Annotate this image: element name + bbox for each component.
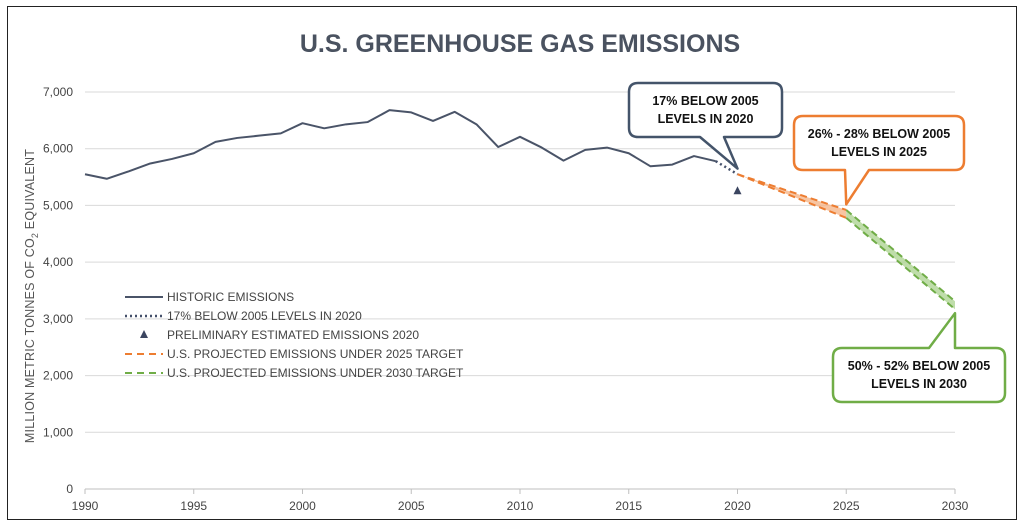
data-lines (84, 109, 742, 195)
x-tick-label: 2020 (724, 499, 751, 513)
callout-text: LEVELS IN 2020 (658, 112, 754, 126)
axes: 0 1,000 2,000 3,000 4,000 5,000 6,000 7,000 1990… (43, 85, 969, 513)
y-axis-label: MILLION METRIC TONNES OF CO2 EQUIVALENT (23, 149, 40, 443)
y-tick-label: 7,000 (43, 85, 73, 99)
x-tick-label: 2015 (615, 499, 642, 513)
y-tick-label: 2,000 (43, 369, 73, 383)
target-2020-dotted-line (715, 160, 739, 176)
chart-title: U.S. GREENHOUSE GAS EMISSIONS (300, 30, 740, 58)
x-tick-label: 2030 (942, 499, 969, 513)
band-2030-target-lower-line (845, 217, 956, 310)
preliminary-2020-marker (733, 186, 742, 195)
y-axis-label-main: MILLION METRIC TONNES OF CO (23, 238, 37, 443)
x-tick-label: 2025 (833, 499, 860, 513)
x-tick-label: 2005 (398, 499, 425, 513)
y-tick-label: 6,000 (43, 142, 73, 156)
band-2030-target-fill (846, 209, 955, 310)
gridlines (85, 91, 955, 433)
x-tick-label: 2010 (507, 499, 534, 513)
y-axis-label-tail: EQUIVALENT (23, 149, 37, 233)
y-tick-label: 3,000 (43, 312, 73, 326)
legend-label: HISTORIC EMISSIONS (167, 290, 294, 304)
legend-label: U.S. PROJECTED EMISSIONS UNDER 2030 TARG… (167, 366, 464, 380)
x-tick-label: 2000 (289, 499, 316, 513)
legend: HISTORIC EMISSIONS 17% BELOW 2005 LEVELS … (125, 290, 464, 380)
legend-label: 17% BELOW 2005 LEVELS IN 2020 (167, 309, 362, 323)
band-2025-target-upper-line (737, 173, 847, 211)
y-tick-label: 0 (66, 482, 73, 496)
x-tick-label: 1995 (180, 499, 207, 513)
y-tick-label: 5,000 (43, 198, 73, 212)
y-tick-label: 4,000 (43, 255, 73, 269)
callout-box (627, 81, 784, 170)
callout-text: 26% - 28% BELOW 2005 (808, 127, 950, 141)
callout-text: LEVELS IN 2025 (831, 145, 927, 159)
target-bands (737, 173, 956, 310)
legend-swatch-marker (140, 330, 148, 338)
historic-emissions-line (84, 109, 716, 180)
callout-text: LEVELS IN 2030 (871, 377, 967, 391)
callout-text: 17% BELOW 2005 (652, 94, 758, 108)
y-axis-label-subscript: 2 (30, 233, 40, 238)
callouts: 17% BELOW 2005 LEVELS IN 2020 26% - 28% BE… (627, 81, 1007, 404)
callout-box (792, 114, 966, 206)
callout-box (831, 311, 1007, 404)
callout-text: 50% - 52% BELOW 2005 (848, 359, 990, 373)
legend-label: U.S. PROJECTED EMISSIONS UNDER 2025 TARG… (167, 347, 464, 361)
legend-label: PRELIMINARY ESTIMATED EMISSIONS 2020 (167, 328, 419, 342)
x-tick-label: 1990 (72, 499, 99, 513)
y-tick-label: 1,000 (43, 425, 73, 439)
band-2030-target-upper-line (845, 209, 956, 303)
band-2025-target-lower-line (737, 173, 847, 219)
